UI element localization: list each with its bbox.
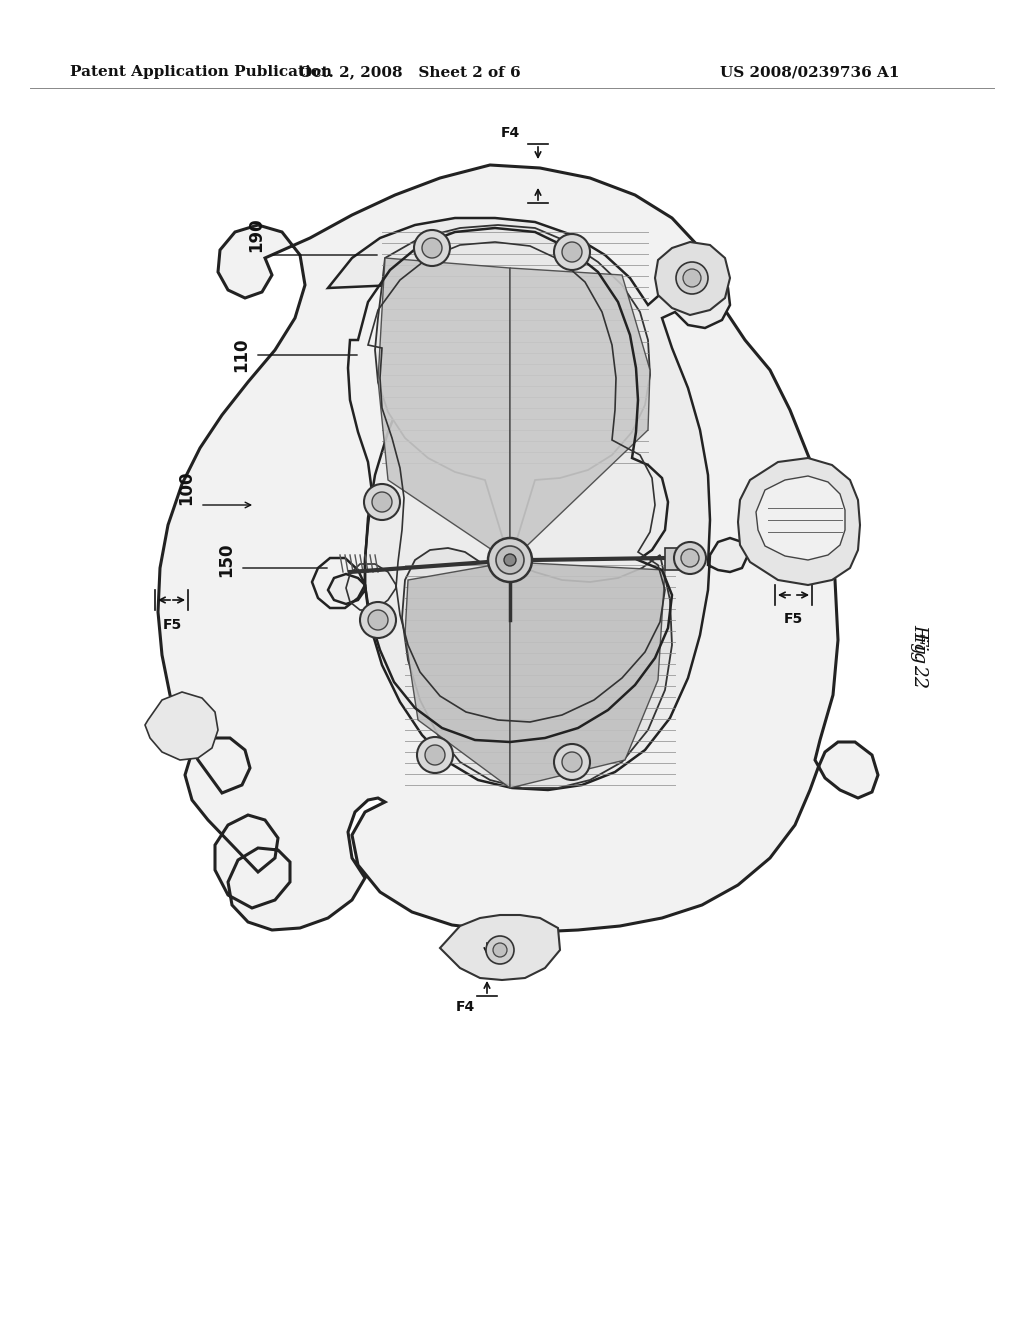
Circle shape [554,744,590,780]
Text: Fig. 2: Fig. 2 [910,623,928,676]
Circle shape [562,752,582,772]
Circle shape [674,543,706,574]
Circle shape [486,936,514,964]
Text: F5: F5 [783,612,803,626]
Circle shape [372,492,392,512]
Circle shape [368,610,388,630]
Polygon shape [145,692,218,760]
Text: F4: F4 [501,125,519,140]
Circle shape [422,238,442,257]
Text: US 2008/0239736 A1: US 2008/0239736 A1 [721,65,900,79]
Polygon shape [406,562,510,788]
Circle shape [681,549,699,568]
Polygon shape [510,268,650,562]
Circle shape [488,539,532,582]
Polygon shape [378,257,510,562]
Text: 150: 150 [217,543,234,577]
Circle shape [676,261,708,294]
Text: 110: 110 [232,338,250,372]
Circle shape [414,230,450,267]
Polygon shape [158,165,878,932]
Circle shape [554,234,590,271]
Polygon shape [375,224,650,562]
Polygon shape [738,458,860,585]
Text: Oct. 2, 2008   Sheet 2 of 6: Oct. 2, 2008 Sheet 2 of 6 [299,65,521,79]
Polygon shape [655,242,730,315]
Polygon shape [402,548,672,788]
Polygon shape [510,562,665,788]
Circle shape [504,554,516,566]
Text: 190: 190 [247,218,265,252]
Polygon shape [440,915,560,979]
Circle shape [360,602,396,638]
Polygon shape [756,477,845,560]
Text: Fig. 2: Fig. 2 [910,631,928,689]
Text: 100: 100 [177,471,195,506]
Polygon shape [328,218,748,789]
Circle shape [562,242,582,261]
Text: F4: F4 [456,1001,475,1014]
Circle shape [496,546,524,574]
Text: Patent Application Publication: Patent Application Publication [70,65,332,79]
Circle shape [364,484,400,520]
Circle shape [683,269,701,286]
Circle shape [425,744,445,766]
Circle shape [417,737,453,774]
Bar [665,548,687,570]
Text: F5: F5 [163,618,181,632]
Circle shape [493,942,507,957]
